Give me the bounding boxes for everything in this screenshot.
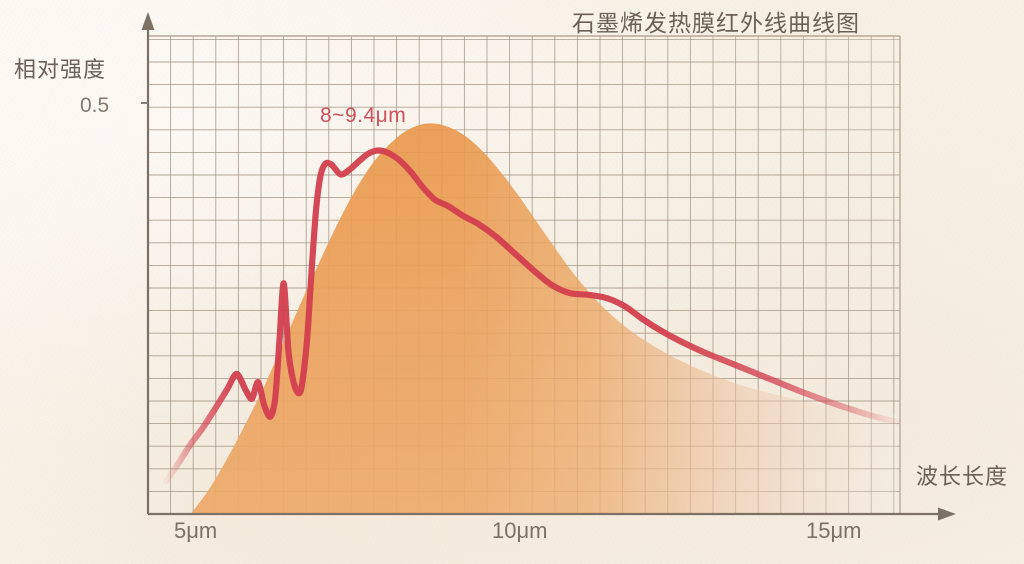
chart-axes	[141, 12, 956, 521]
y-tick-label-0-5: 0.5	[80, 94, 110, 117]
x-tick-label-10um: 10μm	[492, 518, 548, 543]
peak-band-annotation: 8~9.4μm	[320, 104, 407, 127]
y-axis-title: 相对强度	[14, 57, 107, 82]
blackbody-area-sheen	[190, 123, 897, 514]
up-arrow-icon	[141, 12, 155, 30]
x-tick-label-5um: 5μm	[174, 518, 218, 543]
right-arrow-icon	[938, 507, 956, 521]
graphene-infrared-line-series	[163, 147, 901, 485]
x-tick-label-15um: 15μm	[806, 518, 862, 543]
x-axis-title: 波长长度	[916, 464, 1009, 489]
chart-title: 石墨烯发热膜红外线曲线图	[572, 10, 860, 36]
